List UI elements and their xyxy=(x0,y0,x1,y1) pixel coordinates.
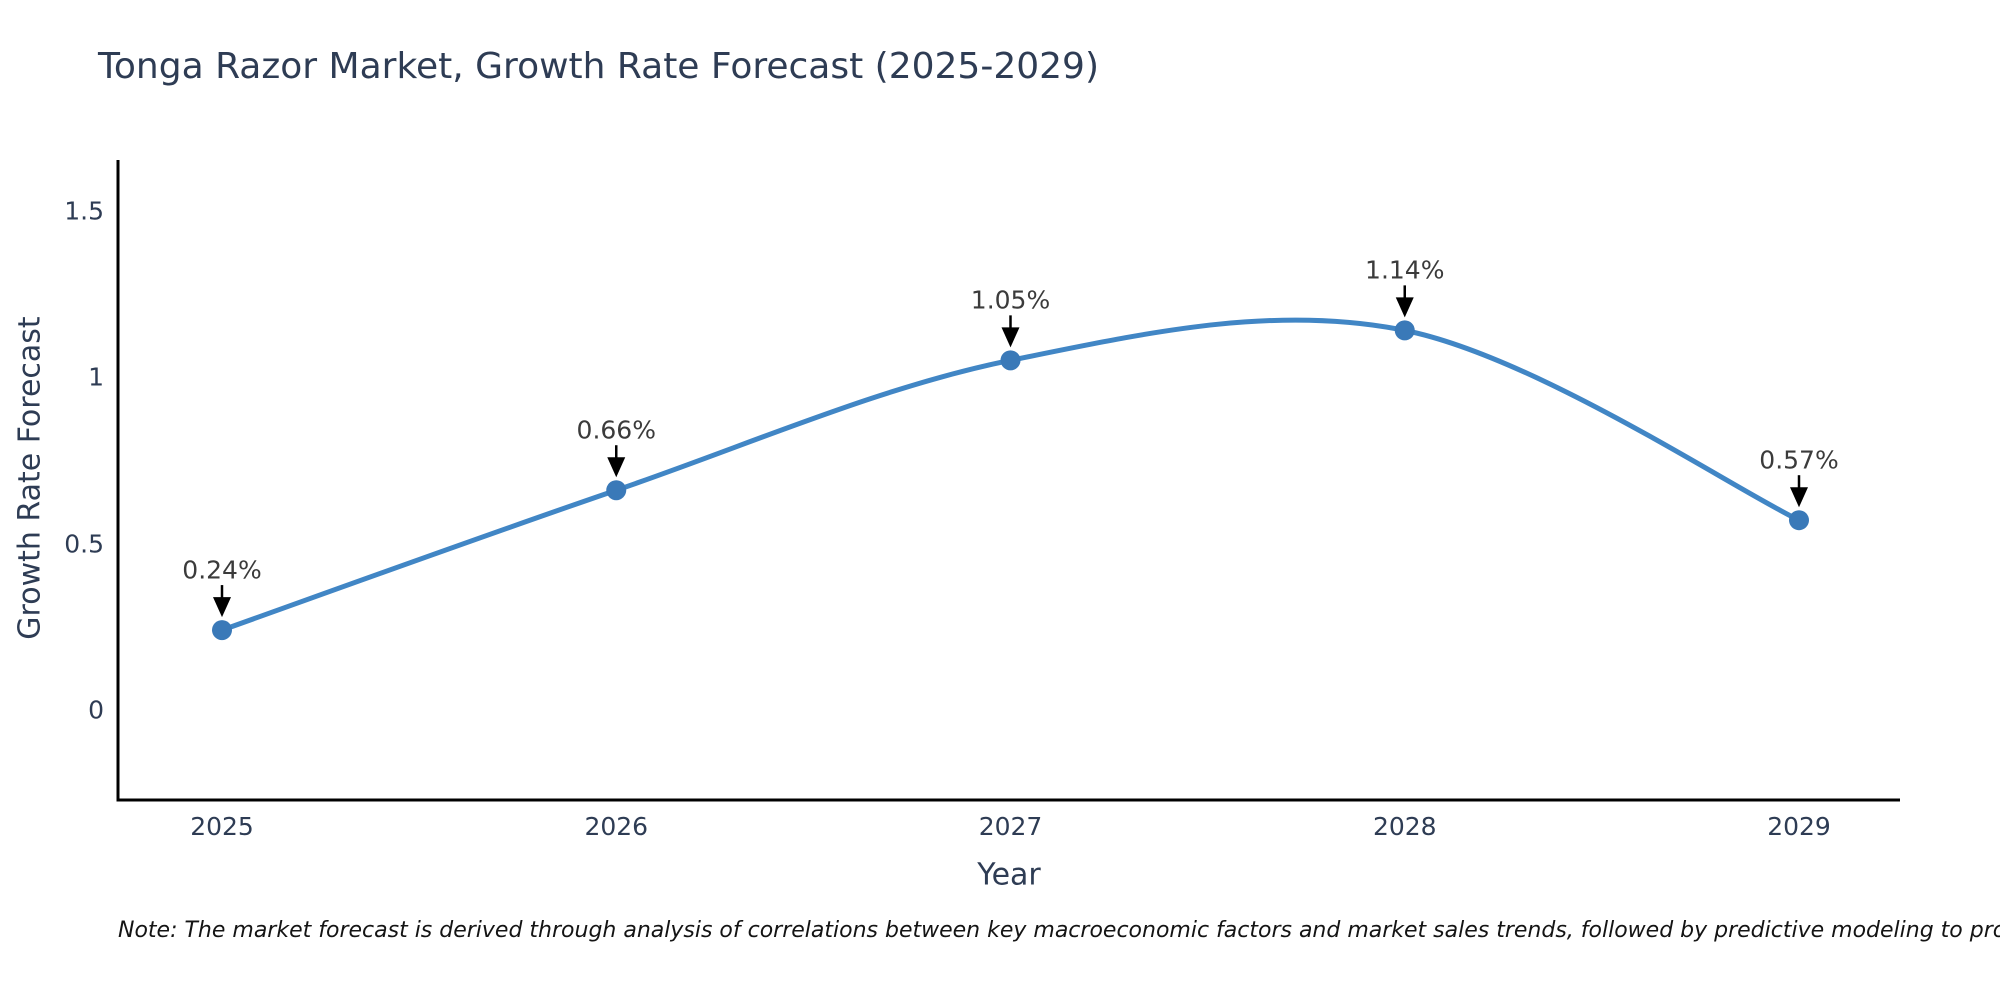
annotation-arrowhead xyxy=(213,597,231,618)
data-point-value-label: 0.24% xyxy=(182,555,262,585)
data-point-value-label: 0.57% xyxy=(1759,445,1839,475)
chart-title: Tonga Razor Market, Growth Rate Forecast… xyxy=(98,46,1099,87)
x-tick-label: 2028 xyxy=(1372,812,1437,841)
annotation-arrowhead xyxy=(1790,487,1808,508)
y-tick-label: 1.5 xyxy=(64,196,104,225)
footnote: Note: The market forecast is derived thr… xyxy=(118,918,2000,943)
x-axis-title: Year xyxy=(977,857,1041,893)
data-point-value-label: 0.66% xyxy=(576,415,656,445)
x-tick-label: 2029 xyxy=(1767,812,1831,841)
y-tick-label: 1 xyxy=(88,362,104,392)
annotation-arrowhead xyxy=(607,457,626,478)
data-point-marker xyxy=(1789,510,1809,531)
annotation-arrowhead xyxy=(1395,297,1414,318)
x-tick-label: 2027 xyxy=(978,812,1043,841)
data-point-value-label: 1.14% xyxy=(1365,255,1445,285)
data-point-marker xyxy=(1000,350,1021,371)
data-point-marker xyxy=(1394,320,1415,341)
x-tick-label: 2026 xyxy=(584,812,649,841)
y-tick-label: 0 xyxy=(88,695,104,725)
x-tick-label: 2025 xyxy=(190,812,254,841)
annotation-arrowhead xyxy=(1001,327,1020,348)
data-point-value-label: 1.05% xyxy=(970,285,1051,315)
y-tick-label: 0.5 xyxy=(64,529,104,558)
data-point-marker xyxy=(212,620,232,641)
data-point-marker xyxy=(606,480,627,501)
